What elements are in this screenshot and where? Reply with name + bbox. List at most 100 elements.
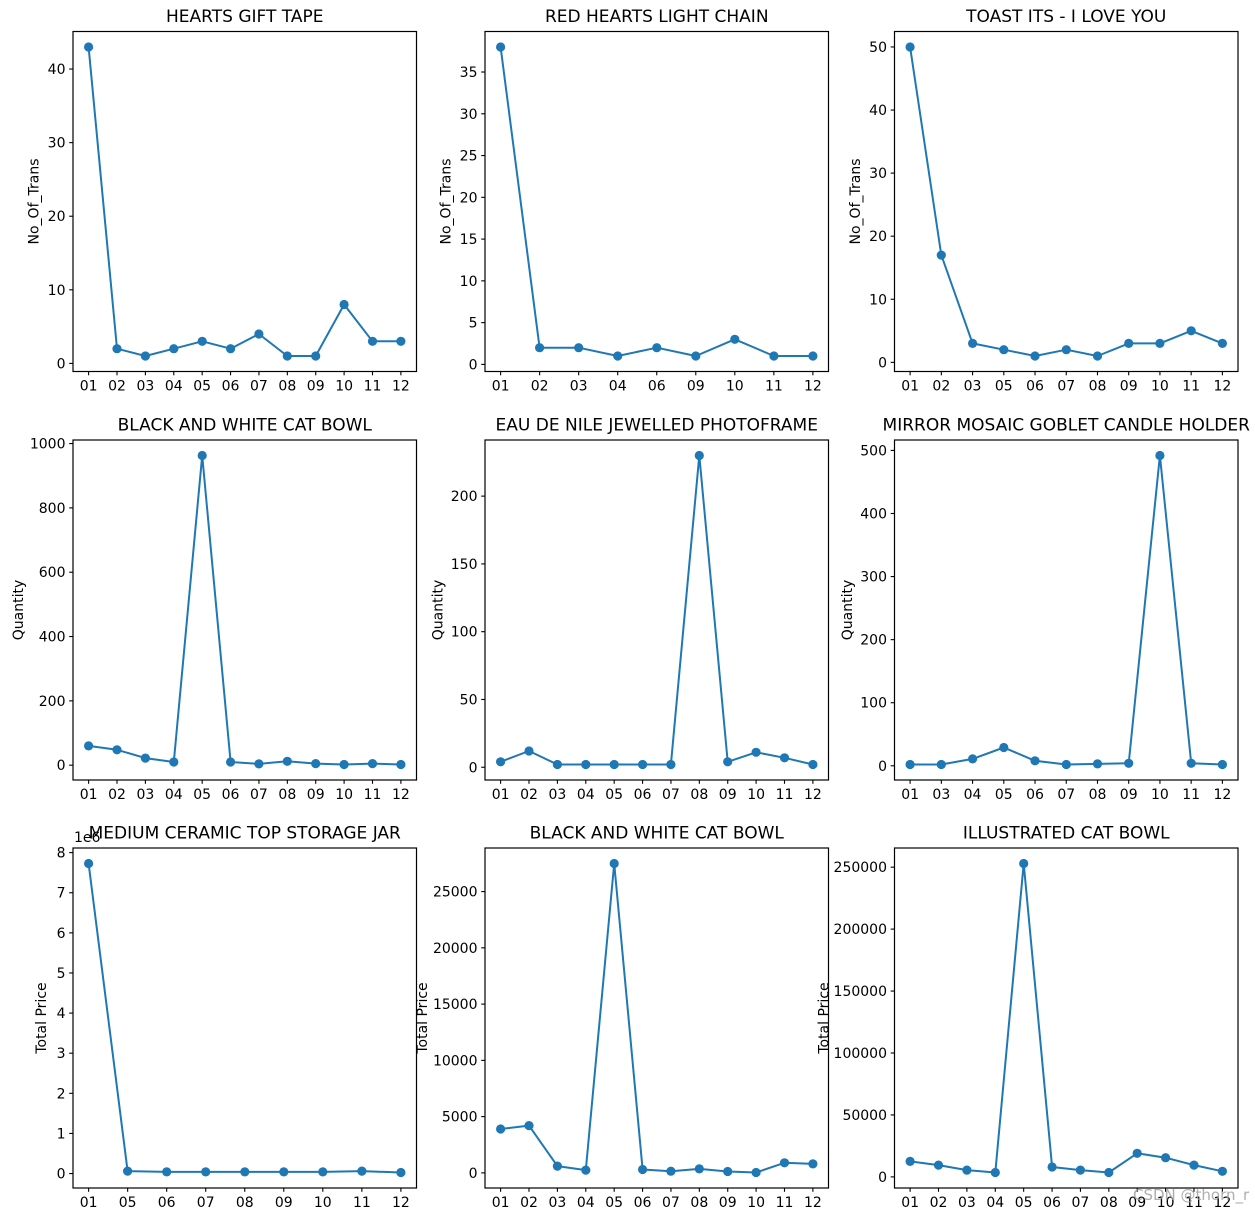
x-tick-label: 10	[335, 379, 353, 395]
y-tick-label: 600	[39, 565, 66, 581]
x-tick-label: 04	[577, 787, 595, 803]
x-tick-label: 03	[136, 379, 154, 395]
x-tick-label: 08	[1089, 379, 1107, 395]
data-markers	[496, 858, 818, 1178]
y-tick-label: 30	[460, 107, 478, 123]
data-point-marker	[574, 343, 584, 353]
y-tick-label: 6	[57, 926, 66, 942]
x-tick-label: 11	[1182, 379, 1200, 395]
axes-frame	[484, 439, 830, 781]
data-point-marker	[638, 759, 648, 770]
data-point-marker	[282, 351, 292, 361]
x-tick-label: 10	[747, 1195, 765, 1211]
x-tick-label: 04	[609, 379, 627, 395]
x-tick-label: 02	[520, 787, 538, 803]
data-point-marker	[968, 338, 978, 348]
y-tick-labels: 0 10 20 30 40	[48, 62, 73, 372]
data-point-marker	[1132, 1148, 1142, 1158]
x-tick-label: 04	[577, 1195, 595, 1211]
x-tick-label: 07	[662, 1195, 680, 1211]
x-tick-label: 01	[901, 787, 919, 803]
subplot-7: MEDIUM CERAMIC TOP STORAGE JAR0123456780…	[34, 824, 418, 1211]
data-point-marker	[552, 759, 563, 770]
x-tick-label: 09	[307, 379, 325, 395]
x-tick-label: 09	[687, 379, 705, 395]
x-tick-label: 04	[964, 787, 982, 803]
x-tick-label: 06	[634, 1195, 652, 1211]
y-axis-label: No_Of_Trans	[26, 159, 42, 245]
y-tick-label: 30	[869, 166, 887, 182]
x-tick-label: 12	[1213, 787, 1231, 803]
x-tick-label: 06	[1026, 379, 1044, 395]
x-tick-label: 10	[1151, 379, 1169, 395]
x-tick-label: 04	[986, 1195, 1004, 1211]
x-tick-label: 09	[719, 1195, 737, 1211]
data-markers	[84, 858, 406, 1178]
subplot-title: MEDIUM CERAMIC TOP STORAGE JAR	[89, 824, 401, 844]
y-tick-labels: 0 5 10 15 20 25 30 35	[460, 65, 485, 373]
data-point-marker	[933, 1160, 944, 1170]
data-point-marker	[254, 329, 264, 339]
data-point-marker	[396, 336, 406, 346]
x-tick-label: 08	[236, 1195, 254, 1211]
data-point-marker	[524, 1121, 534, 1131]
x-tick-label: 11	[364, 787, 382, 803]
y-tick-label: 50000	[842, 1108, 887, 1124]
subplot-5: EAU DE NILE JEWELLED PHOTOFRAME050100150…	[431, 416, 830, 803]
x-tick-label: 08	[1100, 1195, 1118, 1211]
x-tick-label: 12	[804, 1195, 822, 1211]
data-point-marker	[730, 334, 740, 344]
x-tick-label: 12	[1213, 379, 1231, 395]
axes-frame	[484, 847, 830, 1189]
data-point-marker	[779, 753, 790, 763]
data-point-marker	[1092, 351, 1103, 361]
data-line	[499, 862, 814, 1174]
y-tick-labels: 0 200 400 600 800 1000	[30, 437, 73, 774]
data-markers	[905, 42, 1227, 361]
x-tick-label: 01	[492, 379, 510, 395]
data-point-marker	[496, 1124, 506, 1134]
x-tick-label: 03	[548, 787, 566, 803]
y-tick-labels: 0 50 100 150 200	[451, 489, 485, 776]
data-point-marker	[169, 757, 179, 767]
x-tick-label: 08	[690, 1195, 708, 1211]
data-point-marker	[84, 858, 94, 869]
data-point-marker	[1217, 1166, 1227, 1176]
y-tick-label: 50	[460, 692, 478, 708]
x-tick-label: 06	[648, 379, 666, 395]
y-tick-label: 200	[860, 633, 887, 649]
data-point-marker	[769, 351, 779, 361]
x-tick-label: 01	[80, 787, 98, 803]
subplot-title: TOAST ITS - I LOVE YOU	[965, 7, 1166, 27]
x-tick-label: 02	[108, 379, 126, 395]
y-tick-label: 0	[57, 758, 66, 774]
x-tick-label: 10	[726, 379, 744, 395]
data-point-marker	[254, 759, 264, 769]
data-point-marker	[962, 1165, 972, 1175]
x-tick-label: 05	[1015, 1195, 1033, 1211]
x-tick-labels: 01 02 03 04 05 06 07 08 09 10 11 12	[80, 371, 410, 395]
x-tick-label: 03	[570, 379, 588, 395]
data-point-marker	[723, 1166, 733, 1177]
subplot-title: MIRROR MOSAIC GOBLET CANDLE HOLDER	[883, 416, 1251, 436]
data-point-marker	[112, 344, 122, 354]
y-axis-label: Total Price	[817, 982, 833, 1054]
y-tick-label: 10	[48, 283, 66, 299]
data-markers	[84, 42, 406, 361]
y-tick-labels: 0 10 20 30 40 50	[869, 40, 895, 371]
y-tick-label: 10	[460, 274, 478, 290]
data-point-marker	[905, 42, 915, 52]
y-tick-label: 100	[451, 625, 478, 641]
y-tick-label: 7	[57, 886, 66, 902]
x-tick-label: 05	[605, 787, 623, 803]
x-tick-labels: 01 02 03 04 05 06 07 08 09 10 11 12	[492, 780, 822, 803]
data-point-marker	[694, 1164, 704, 1174]
x-tick-label: 07	[1057, 379, 1075, 395]
data-point-marker	[638, 1164, 648, 1175]
data-point-marker	[339, 759, 349, 770]
y-tick-label: 200	[39, 694, 66, 710]
y-tick-label: 800	[39, 501, 66, 517]
x-tick-labels: 01 02 03 04 06 09 10 11 12	[492, 371, 822, 395]
x-tick-label: 08	[690, 787, 708, 803]
